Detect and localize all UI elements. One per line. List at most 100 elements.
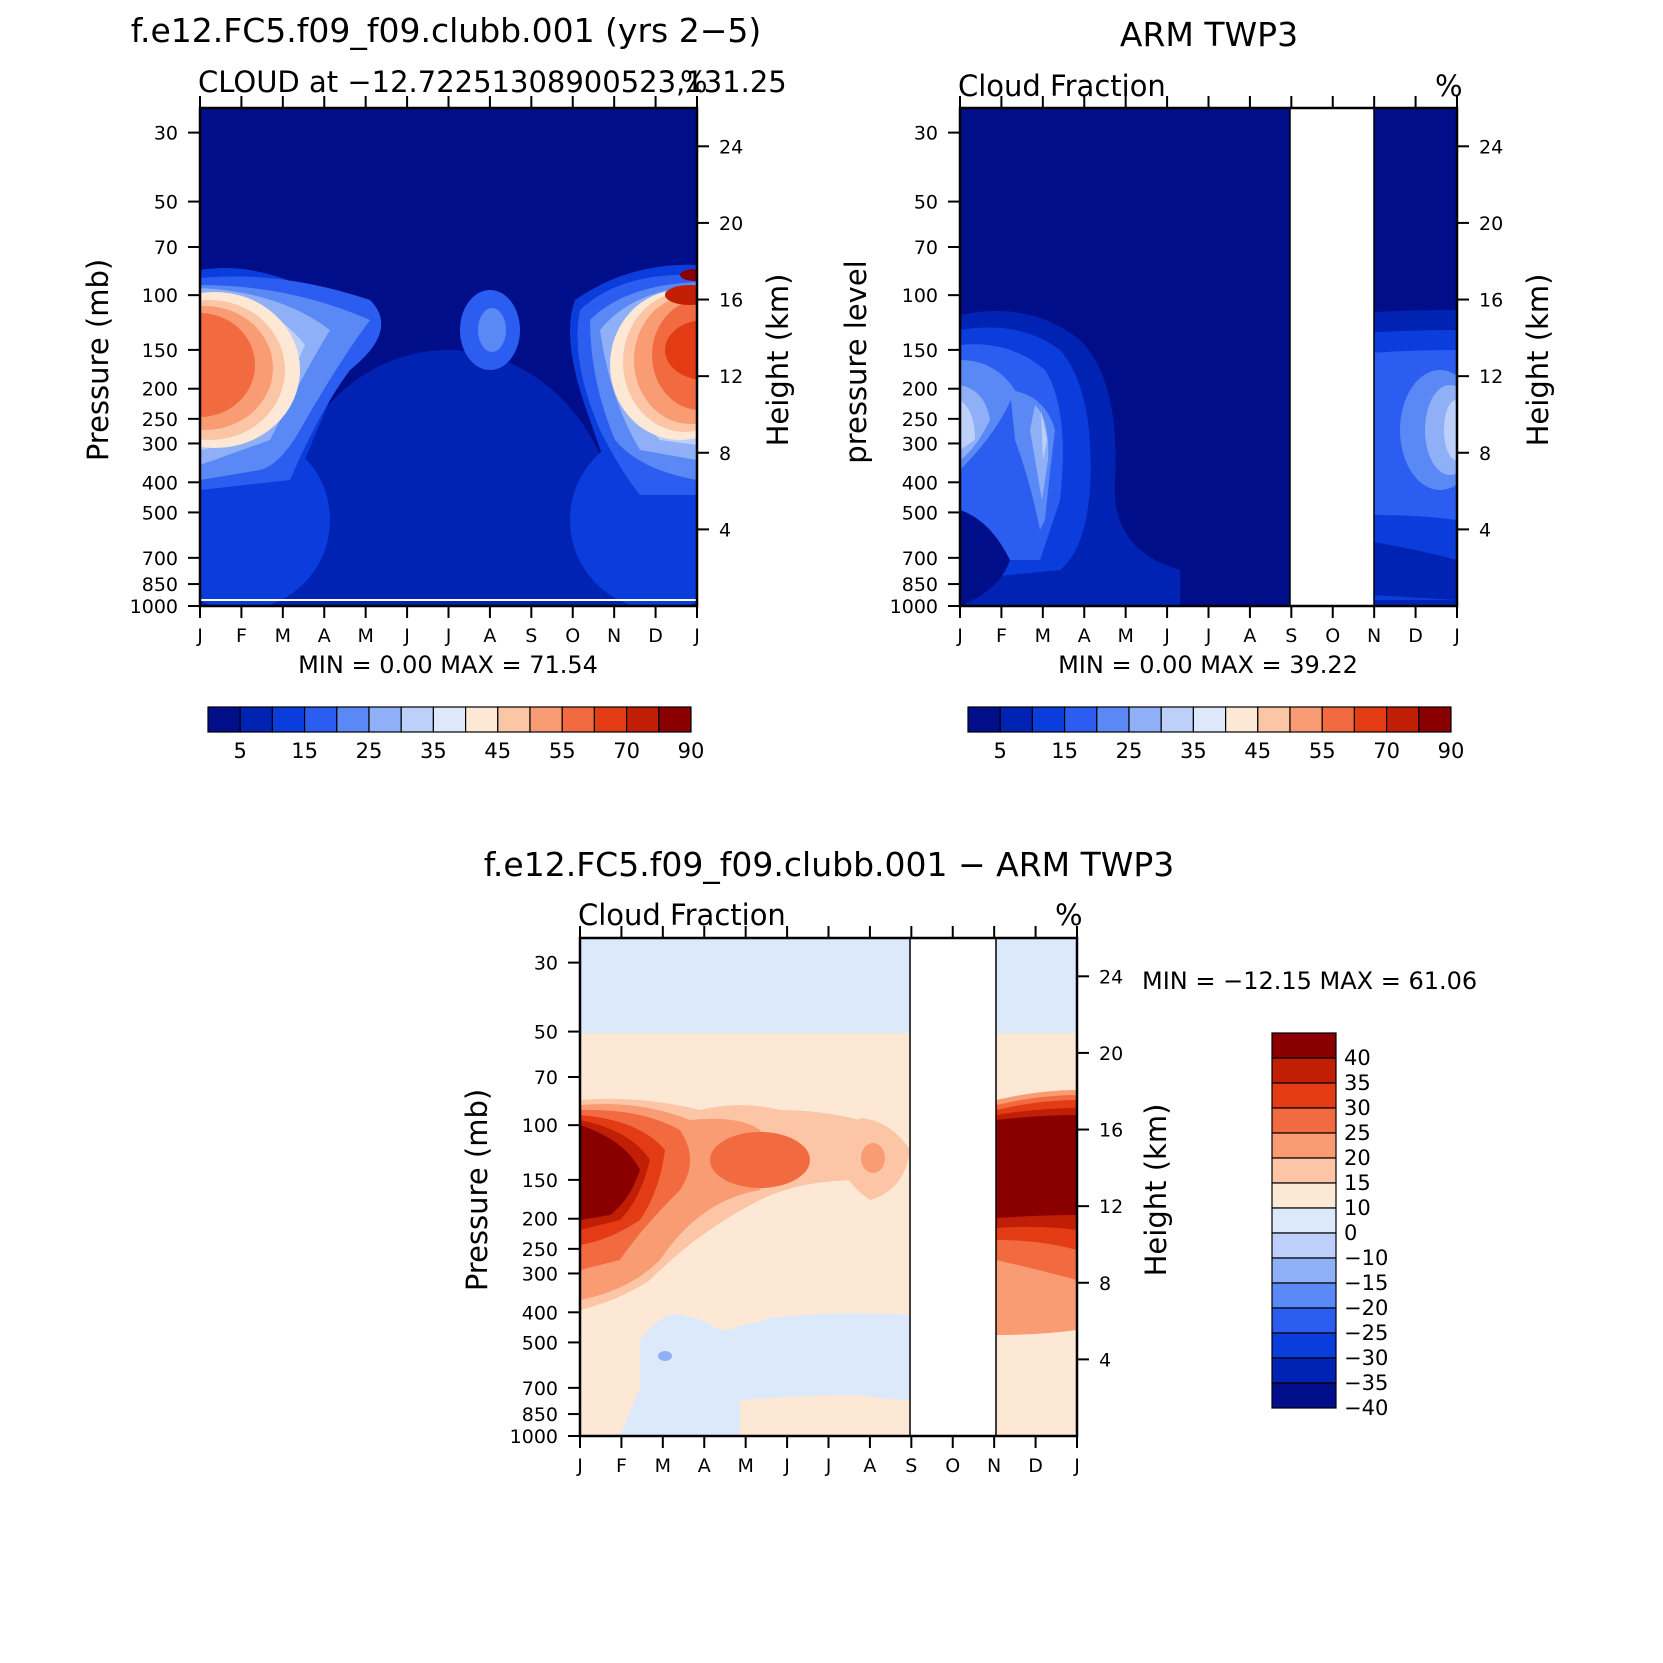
colorbar-swatch bbox=[1160, 706, 1194, 733]
month-tick-label: J bbox=[196, 625, 203, 647]
colorbar-swatch bbox=[368, 706, 402, 733]
panel-model-colorbar: 5 15 25 35 45 55 70 90 bbox=[207, 706, 705, 763]
colorbar-swatch bbox=[271, 706, 306, 733]
month-tick-label: A bbox=[698, 1455, 711, 1477]
panel-diff-ylabel-right: Height (km) bbox=[1139, 1104, 1173, 1277]
month-tick-label: S bbox=[525, 625, 537, 647]
colorbar-swatch bbox=[1271, 1157, 1337, 1184]
colorbar-swatch bbox=[1418, 706, 1452, 733]
pressure-tick-label: 300 bbox=[142, 433, 178, 455]
colorbar-swatch bbox=[1031, 706, 1066, 733]
colorbar-label: 0 bbox=[1344, 1221, 1357, 1245]
colorbar-label: 5 bbox=[234, 739, 247, 763]
height-tick-label: 16 bbox=[1479, 290, 1503, 312]
height-tick-label: 12 bbox=[1479, 366, 1503, 388]
colorbar-label: −20 bbox=[1344, 1296, 1388, 1320]
pressure-tick-label: 1000 bbox=[890, 596, 938, 618]
pressure-tick-label: 850 bbox=[902, 574, 938, 596]
panel-model-field bbox=[200, 108, 697, 606]
colorbar-swatch bbox=[1271, 1257, 1337, 1284]
height-tick-label: 12 bbox=[719, 366, 743, 388]
month-tick-label: J bbox=[825, 1455, 832, 1477]
colorbar-label: 55 bbox=[549, 739, 576, 763]
colorbar-label: 15 bbox=[1344, 1171, 1371, 1195]
colorbar-label: −15 bbox=[1344, 1271, 1388, 1295]
panel-model-ylabel-right: Height (km) bbox=[761, 274, 795, 447]
month-tick-label: J bbox=[403, 625, 410, 647]
month-tick-label: M bbox=[737, 1455, 753, 1477]
colorbar-swatch bbox=[1096, 706, 1130, 733]
month-tick-label: J bbox=[1073, 1455, 1080, 1477]
pressure-tick-label: 200 bbox=[522, 1209, 558, 1231]
colorbar-swatch bbox=[593, 706, 628, 733]
panel-model-minmax: MIN = 0.00 MAX = 71.54 bbox=[298, 651, 598, 679]
month-tick-label: N bbox=[607, 625, 621, 647]
colorbar-label: 5 bbox=[994, 739, 1007, 763]
colorbar-swatch bbox=[1271, 1382, 1337, 1409]
pressure-tick-label: 50 bbox=[534, 1022, 558, 1044]
panel-obs-colorbar: 5 15 25 35 45 55 70 90 bbox=[967, 706, 1465, 763]
pressure-tick-label: 70 bbox=[154, 237, 178, 259]
colorbar-label: −25 bbox=[1344, 1321, 1388, 1345]
colorbar-swatch bbox=[1063, 706, 1098, 733]
panel-obs-unit: % bbox=[1435, 69, 1463, 103]
pressure-tick-label: 1000 bbox=[510, 1426, 558, 1448]
colorbar-label: 25 bbox=[1116, 739, 1143, 763]
pressure-tick-label: 150 bbox=[142, 340, 178, 362]
colorbar-swatch bbox=[400, 706, 435, 733]
panel-diff-ylabel: Pressure (mb) bbox=[460, 1089, 494, 1291]
colorbar-swatch bbox=[625, 706, 660, 733]
colorbar-swatch bbox=[1257, 706, 1291, 733]
height-tick-label: 20 bbox=[719, 213, 743, 235]
month-tick-label: O bbox=[945, 1455, 960, 1477]
pressure-tick-label: 30 bbox=[534, 953, 558, 975]
colorbar-label: 55 bbox=[1309, 739, 1336, 763]
month-tick-label: N bbox=[987, 1455, 1001, 1477]
pressure-tick-label: 100 bbox=[902, 285, 938, 307]
colorbar-swatch bbox=[658, 706, 692, 733]
colorbar-label: 90 bbox=[1438, 739, 1465, 763]
height-tick-label: 4 bbox=[719, 519, 731, 541]
panel-obs-title: ARM TWP3 bbox=[1120, 15, 1298, 54]
month-tick-label: J bbox=[1453, 625, 1460, 647]
pressure-tick-label: 500 bbox=[902, 502, 938, 524]
pressure-tick-label: 300 bbox=[902, 433, 938, 455]
month-tick-label: N bbox=[1367, 625, 1381, 647]
colorbar-swatch bbox=[1271, 1032, 1337, 1059]
colorbar-label: 15 bbox=[291, 739, 318, 763]
month-tick-label: D bbox=[1408, 625, 1423, 647]
colorbar-label: −10 bbox=[1344, 1246, 1388, 1270]
pressure-tick-label: 30 bbox=[154, 123, 178, 145]
pressure-tick-label: 200 bbox=[142, 379, 178, 401]
month-tick-label: F bbox=[236, 625, 247, 647]
colorbar-label: 35 bbox=[420, 739, 447, 763]
month-tick-label: J bbox=[1205, 625, 1212, 647]
month-tick-label: S bbox=[1285, 625, 1297, 647]
month-tick-label: A bbox=[1243, 625, 1256, 647]
colorbar-swatch bbox=[1224, 706, 1259, 733]
height-tick-label: 24 bbox=[1479, 136, 1503, 158]
colorbar-swatch bbox=[1271, 1332, 1337, 1359]
month-tick-label: J bbox=[693, 625, 700, 647]
colorbar-label: −35 bbox=[1344, 1371, 1388, 1395]
panel-obs-ylabel: pressure level bbox=[839, 260, 873, 463]
panel-diff-title: f.e12.FC5.f09_f09.clubb.001 − ARM TWP3 bbox=[484, 845, 1175, 884]
panel-diff-field bbox=[580, 938, 1077, 1436]
panel-diff: f.e12.FC5.f09_f09.clubb.001 − ARM TWP3 C… bbox=[460, 845, 1477, 1477]
pressure-tick-label: 700 bbox=[522, 1378, 558, 1400]
colorbar-swatch bbox=[497, 706, 531, 733]
panel-diff-minmax: MIN = −12.15 MAX = 61.06 bbox=[1142, 967, 1477, 995]
colorbar-label: 25 bbox=[356, 739, 383, 763]
pressure-tick-label: 100 bbox=[142, 285, 178, 307]
colorbar-label: 90 bbox=[678, 739, 705, 763]
pressure-tick-label: 400 bbox=[142, 472, 178, 494]
height-tick-label: 8 bbox=[719, 443, 731, 465]
colorbar-swatch bbox=[1271, 1182, 1337, 1209]
pressure-tick-label: 50 bbox=[914, 192, 938, 214]
height-tick-label: 8 bbox=[1479, 443, 1491, 465]
height-tick-label: 12 bbox=[1099, 1196, 1123, 1218]
